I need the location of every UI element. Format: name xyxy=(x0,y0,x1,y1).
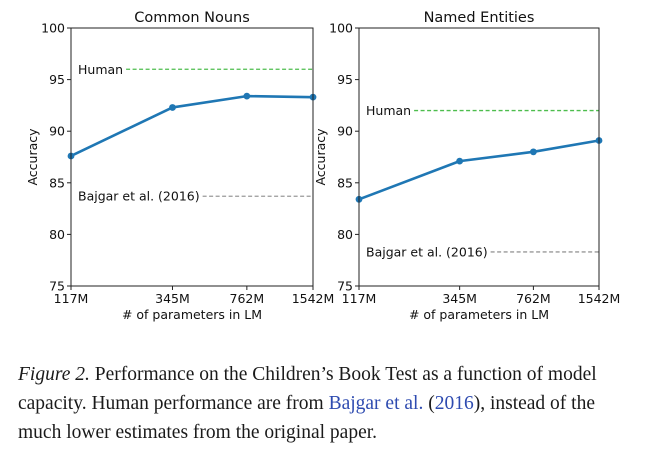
y-tick-label: 85 xyxy=(49,175,65,190)
figure: Human Bajgar et al. (2016) 75 80 85 90 95 100 11… xyxy=(25,10,620,322)
y-tick-label: 100 xyxy=(329,21,353,36)
x-tick-label: 117M xyxy=(342,291,377,306)
x-axis-label: # of parameters in LM xyxy=(122,307,262,322)
data-point xyxy=(169,104,176,111)
chart-title: Named Entities xyxy=(424,10,535,26)
x-axis-label: # of parameters in LM xyxy=(409,307,549,322)
chart-panel-1: Human Bajgar et al. (2016) 75 80 85 90 95 100 11… xyxy=(25,10,334,322)
y-tick-label: 100 xyxy=(41,21,65,36)
y-tick-label: 80 xyxy=(337,227,353,242)
y-tick-label: 90 xyxy=(49,124,65,139)
y-tick-label: 80 xyxy=(49,227,65,242)
chart-title: Common Nouns xyxy=(134,10,250,26)
figure-caption: Figure 2. Performance on the Children’s … xyxy=(18,360,638,447)
x-tick-label: 1542M xyxy=(578,291,621,306)
reference-line-label: Bajgar et al. (2016) xyxy=(366,244,488,259)
y-tick-label: 75 xyxy=(337,279,353,294)
plot-frame xyxy=(358,27,600,287)
y-tick-label: 95 xyxy=(49,72,65,87)
y-axis-label: Accuracy xyxy=(313,128,328,186)
series-line xyxy=(70,94,314,158)
data-point xyxy=(456,157,464,165)
caption-citation-close: ) xyxy=(473,393,481,414)
reference-line-label: Human xyxy=(366,103,411,118)
caption-citation-author[interactable]: Bajgar et al. xyxy=(328,393,424,414)
caption-citation-open: ( xyxy=(423,393,435,414)
chart-panel-2: Human Bajgar et al. (2016) 75 80 85 90 95 100 11… xyxy=(313,10,620,322)
y-tick-label: 95 xyxy=(337,72,353,87)
caption-text-before: Performance on the Children’s Book Test … xyxy=(18,364,597,414)
y-tick-label: 90 xyxy=(337,124,353,139)
reference-line-label: Human xyxy=(78,62,123,77)
series-line xyxy=(358,139,600,201)
caption-text-after: , instead of the much lower estimates fr… xyxy=(18,393,596,443)
data-point xyxy=(243,92,251,100)
caption-figure-label: Figure 2. xyxy=(18,364,90,385)
plot-frame xyxy=(70,27,314,287)
y-tick-label: 75 xyxy=(49,279,65,294)
caption-citation-year[interactable]: 2016 xyxy=(434,393,474,414)
x-tick-label: 117M xyxy=(54,291,89,306)
x-tick-label: 762M xyxy=(516,291,551,306)
data-point xyxy=(529,148,537,156)
chart-area: Human Bajgar et al. (2016) 75 80 85 90 95 100 11… xyxy=(25,10,620,322)
reference-line-label: Bajgar et al. (2016) xyxy=(78,189,200,204)
x-tick-label: 1542M xyxy=(292,291,335,306)
x-tick-label: 345M xyxy=(155,291,190,306)
x-tick-label: 762M xyxy=(230,291,265,306)
x-tick-label: 345M xyxy=(442,291,477,306)
y-tick-label: 85 xyxy=(337,175,353,190)
y-axis-label: Accuracy xyxy=(25,128,40,186)
